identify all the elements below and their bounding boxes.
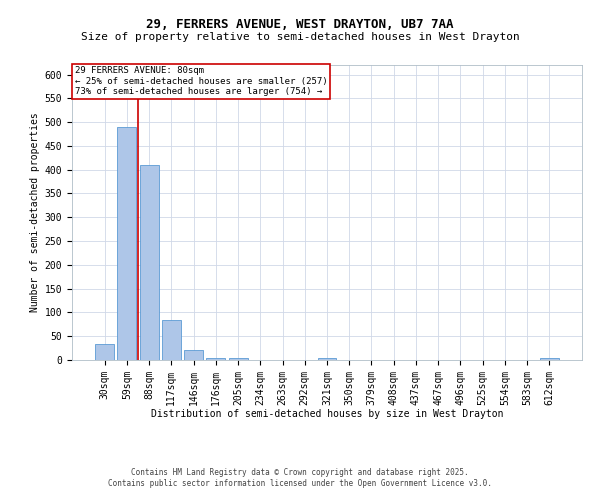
Bar [229, 358, 248, 360]
Y-axis label: Number of semi-detached properties: Number of semi-detached properties [31, 112, 40, 312]
Bar [118, 127, 136, 360]
Text: 29 FERRERS AVENUE: 80sqm
← 25% of semi-detached houses are smaller (257)
73% of : 29 FERRERS AVENUE: 80sqm ← 25% of semi-d… [74, 66, 327, 96]
X-axis label: Distribution of semi-detached houses by size in West Drayton: Distribution of semi-detached houses by … [151, 409, 503, 419]
Bar [95, 344, 114, 360]
Bar [184, 350, 203, 360]
Bar [540, 358, 559, 360]
Text: Contains HM Land Registry data © Crown copyright and database right 2025.
Contai: Contains HM Land Registry data © Crown c… [108, 468, 492, 487]
Bar [206, 358, 225, 360]
Bar [317, 358, 337, 360]
Bar [140, 165, 158, 360]
Text: Size of property relative to semi-detached houses in West Drayton: Size of property relative to semi-detach… [80, 32, 520, 42]
Text: 29, FERRERS AVENUE, WEST DRAYTON, UB7 7AA: 29, FERRERS AVENUE, WEST DRAYTON, UB7 7A… [146, 18, 454, 30]
Bar [162, 320, 181, 360]
